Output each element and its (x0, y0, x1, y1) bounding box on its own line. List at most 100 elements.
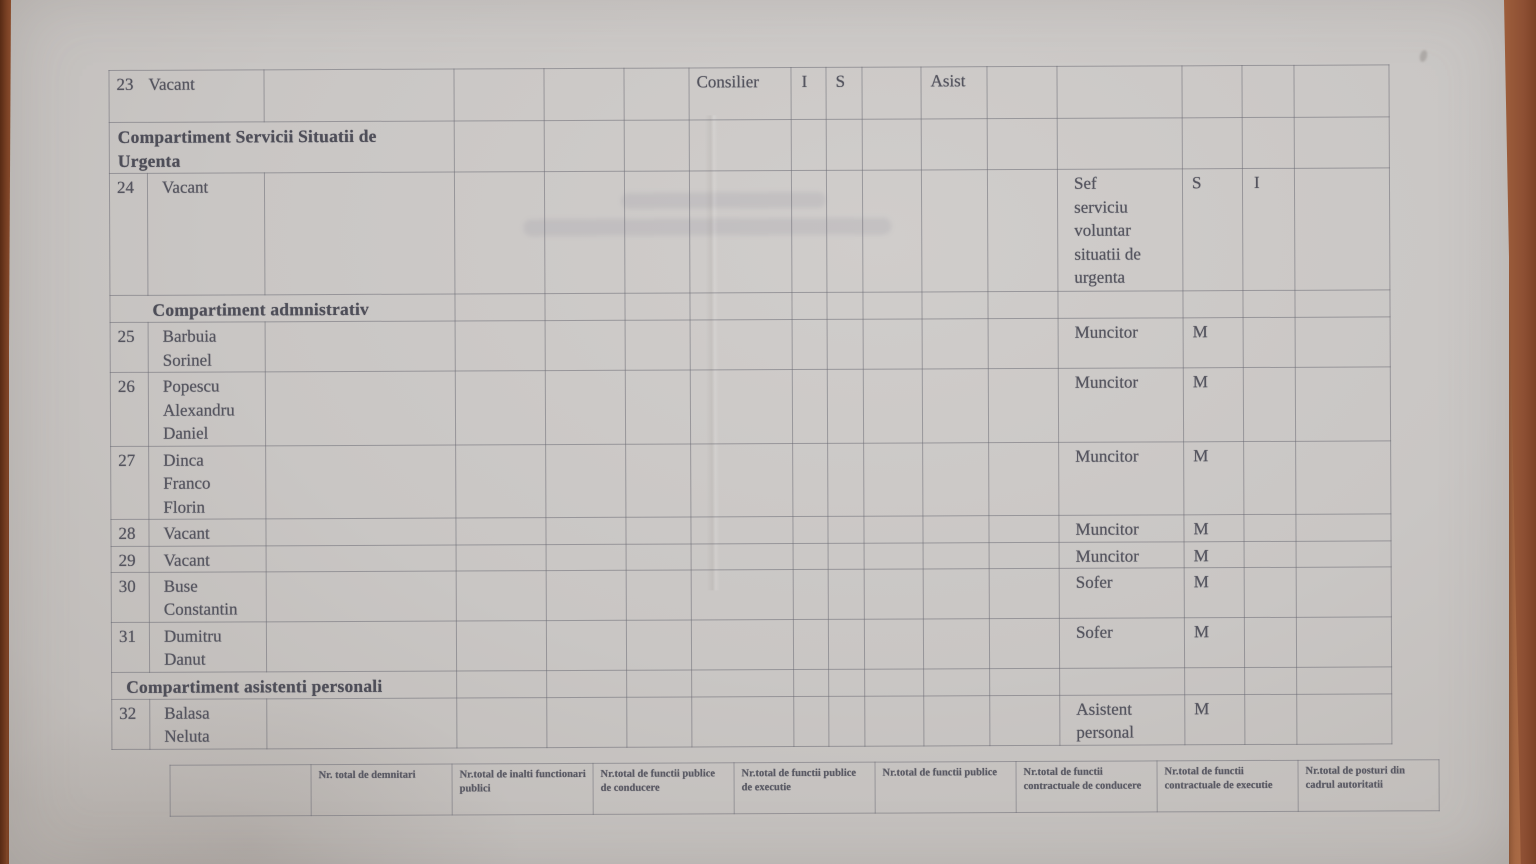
table-cell (863, 369, 923, 443)
table-cell (265, 518, 457, 546)
table-cell (1243, 317, 1296, 368)
table-row: 25 Barbuia Sorinel Muncitor M (110, 317, 1391, 373)
table-cell (625, 320, 691, 371)
table-cell (546, 570, 627, 621)
staff-table-body: 23 Vacant Consilier I S Asist Compartiment Ser… (108, 64, 1392, 750)
table-cell (828, 696, 865, 747)
table-cell (1244, 540, 1297, 568)
table-cell (862, 170, 922, 293)
summary-header-cell: Nr.total de posturi din cadrul autoritat… (1297, 759, 1440, 812)
table-cell (828, 569, 865, 620)
table-cell (545, 443, 626, 518)
cell-function: M (1184, 617, 1245, 668)
summary-header-cell: Nr.total de functii contractuale de cond… (1015, 760, 1158, 813)
table-cell (266, 620, 457, 672)
person-name: Vacant (148, 74, 195, 94)
table-cell (921, 118, 988, 171)
cell-function: M (1183, 514, 1245, 542)
table-cell (864, 695, 924, 747)
table-cell (827, 442, 864, 517)
summary-empty-cell (170, 764, 312, 817)
table-cell (265, 321, 456, 373)
cell-function: Consilier (688, 67, 792, 120)
cell-function: M (1183, 367, 1244, 442)
cell-function: M (1184, 567, 1245, 618)
table-cell (988, 368, 1059, 443)
table-cell (1057, 117, 1183, 170)
table-cell (454, 171, 545, 295)
table-cell (545, 370, 626, 445)
table-cell (543, 68, 625, 121)
table-cell (923, 668, 990, 696)
table-cell (1243, 441, 1296, 515)
table-cell (545, 320, 626, 371)
table-cell (828, 542, 865, 570)
table-cell (1296, 566, 1392, 618)
table-cell (793, 669, 829, 697)
cell-function: M (1183, 317, 1244, 369)
table-cell (691, 696, 794, 747)
table-cell (453, 68, 545, 121)
cell-function: Muncitor (1058, 318, 1184, 369)
table-cell (1296, 616, 1392, 668)
cell-function: Sofer (1059, 617, 1185, 669)
cell-nr-name: 23 Vacant (108, 69, 265, 123)
table-cell (987, 291, 1059, 320)
table-cell (1241, 65, 1295, 118)
table-row: 26 Popescu Alexandru Daniel Muncitor M (110, 367, 1391, 447)
summary-header-cell: Nr.total de functii publice de executie (734, 762, 876, 814)
cell-function: M (1184, 541, 1245, 568)
desk-edge-left (0, 0, 11, 864)
table-cell (1242, 290, 1296, 318)
table-cell (922, 368, 989, 443)
table-cell (456, 697, 547, 748)
table-cell (793, 569, 829, 620)
table-cell (546, 670, 627, 698)
section-row: Compartiment Servicii Situatii de Urgent… (109, 116, 1390, 174)
table-cell (689, 119, 792, 172)
summary-header-cell: Nr. total de demnitari (311, 764, 453, 816)
table-cell (1057, 291, 1184, 319)
table-cell (455, 321, 546, 372)
table-cell (989, 568, 1060, 619)
table-cell (1295, 513, 1392, 541)
table-cell (265, 444, 456, 519)
table-cell (691, 569, 794, 620)
cell-function: Asist (920, 66, 988, 119)
table-cell (456, 620, 547, 671)
table-cell (546, 620, 627, 671)
table-cell (792, 369, 828, 444)
person-name: Dumitru Danut (149, 621, 267, 673)
table-cell (624, 119, 690, 172)
row-number: 28 (110, 519, 150, 546)
table-cell (1243, 514, 1297, 542)
table-cell (863, 516, 924, 543)
person-name: Dinca Franco Florin (148, 445, 266, 520)
summary-header-row: Nr. total de demnitari Nr.total de inalti… (170, 759, 1440, 817)
table-cell (626, 696, 692, 748)
table-cell (864, 618, 924, 669)
table-cell (921, 291, 989, 320)
table-cell (625, 443, 691, 518)
table-cell (455, 444, 546, 519)
row-number: 26 (110, 372, 149, 447)
table-cell (923, 568, 990, 619)
section-label: Compartiment admnistrativ (109, 294, 456, 323)
table-cell (864, 542, 924, 570)
table-cell (923, 618, 990, 669)
cell-function: Asistent personal (1059, 694, 1185, 746)
table-cell (922, 319, 989, 370)
table-cell (791, 119, 827, 171)
table-cell (264, 172, 455, 296)
table-cell (827, 319, 864, 370)
table-cell (791, 170, 827, 293)
person-name: Buse Constantin (149, 571, 267, 623)
table-cell (828, 619, 865, 670)
row-number: 29 (111, 545, 150, 573)
table-cell (265, 371, 456, 446)
table-cell (828, 668, 865, 697)
table-cell (1244, 667, 1297, 695)
table-cell (988, 515, 1060, 543)
table-cell (792, 443, 828, 517)
table-cell (624, 171, 690, 294)
